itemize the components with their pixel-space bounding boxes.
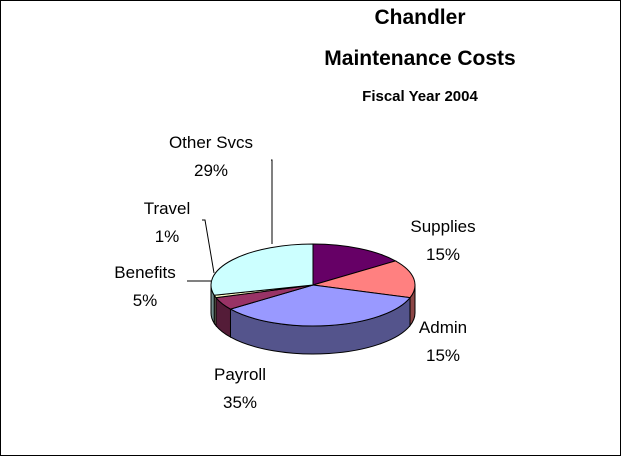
pie-slice-payroll xyxy=(229,284,411,327)
slice-percent-payroll: 35% xyxy=(223,393,257,412)
pie-slice-supplies xyxy=(312,243,397,286)
slice-label-other-svcs: Other Svcs xyxy=(169,133,253,152)
slice-percent-supplies: 15% xyxy=(426,245,460,264)
pie-slice-other-svcs xyxy=(210,243,314,296)
slice-label-admin: Admin xyxy=(419,318,467,337)
slice-label-supplies: Supplies xyxy=(410,217,475,236)
chart-title-line-1: Chandler xyxy=(374,6,466,29)
slice-percent-travel: 1% xyxy=(155,227,180,246)
slice-label-benefits: Benefits xyxy=(114,263,175,282)
slice-percent-other-svcs: 29% xyxy=(194,161,228,180)
slice-label-payroll: Payroll xyxy=(214,365,266,384)
slice-percent-benefits: 5% xyxy=(133,291,158,310)
chart-title-line-2: Maintenance Costs xyxy=(324,47,516,70)
leader-line-travel xyxy=(202,219,215,274)
pie-slice-admin xyxy=(312,260,416,299)
leader-line-other-svcs xyxy=(271,159,273,244)
slice-label-travel: Travel xyxy=(144,199,191,218)
chart-subtitle: Fiscal Year 2004 xyxy=(362,88,478,105)
slice-percent-admin: 15% xyxy=(426,346,460,365)
